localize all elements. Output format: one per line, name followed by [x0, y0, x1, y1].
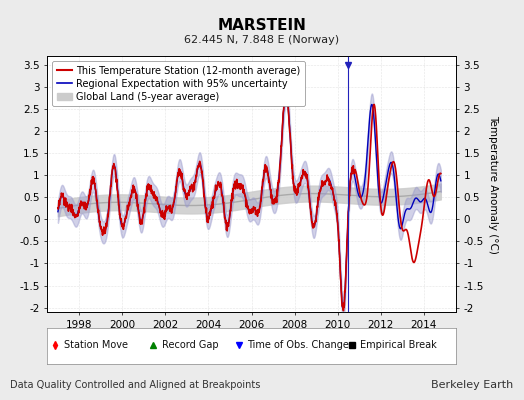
Text: Data Quality Controlled and Aligned at Breakpoints: Data Quality Controlled and Aligned at B…	[10, 380, 261, 390]
Text: Empirical Break: Empirical Break	[360, 340, 436, 350]
Text: 62.445 N, 7.848 E (Norway): 62.445 N, 7.848 E (Norway)	[184, 35, 340, 45]
Y-axis label: Temperature Anomaly (°C): Temperature Anomaly (°C)	[488, 114, 498, 254]
Text: Berkeley Earth: Berkeley Earth	[431, 380, 514, 390]
Legend: This Temperature Station (12-month average), Regional Expectation with 95% uncer: This Temperature Station (12-month avera…	[52, 61, 305, 106]
Text: Station Move: Station Move	[63, 340, 127, 350]
Text: MARSTEIN: MARSTEIN	[217, 18, 307, 33]
Text: Record Gap: Record Gap	[161, 340, 218, 350]
Text: Time of Obs. Change: Time of Obs. Change	[247, 340, 350, 350]
